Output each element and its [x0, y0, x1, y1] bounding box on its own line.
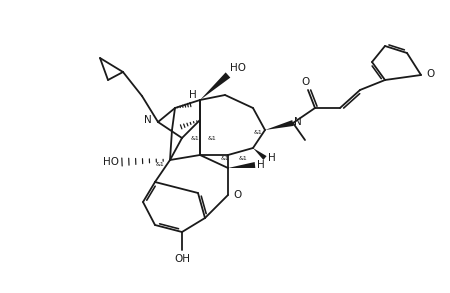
Text: H: H [268, 153, 276, 163]
Text: H: H [189, 90, 197, 100]
Polygon shape [265, 120, 294, 130]
Text: O: O [233, 190, 241, 200]
Text: O: O [426, 69, 434, 79]
Polygon shape [253, 148, 266, 160]
Polygon shape [200, 72, 230, 100]
Text: O: O [302, 77, 310, 87]
Text: N: N [144, 115, 152, 125]
Text: &1: &1 [254, 130, 262, 134]
Text: N: N [294, 117, 302, 127]
Text: HO: HO [230, 63, 246, 73]
Text: &1: &1 [156, 163, 164, 168]
Text: &1: &1 [191, 135, 199, 141]
Text: &1: &1 [207, 135, 216, 141]
Text: OH: OH [174, 254, 190, 264]
Text: &1: &1 [220, 156, 230, 161]
Polygon shape [228, 162, 255, 168]
Text: &1: &1 [238, 156, 248, 161]
Text: H: H [257, 160, 265, 170]
Text: HO: HO [103, 157, 119, 167]
